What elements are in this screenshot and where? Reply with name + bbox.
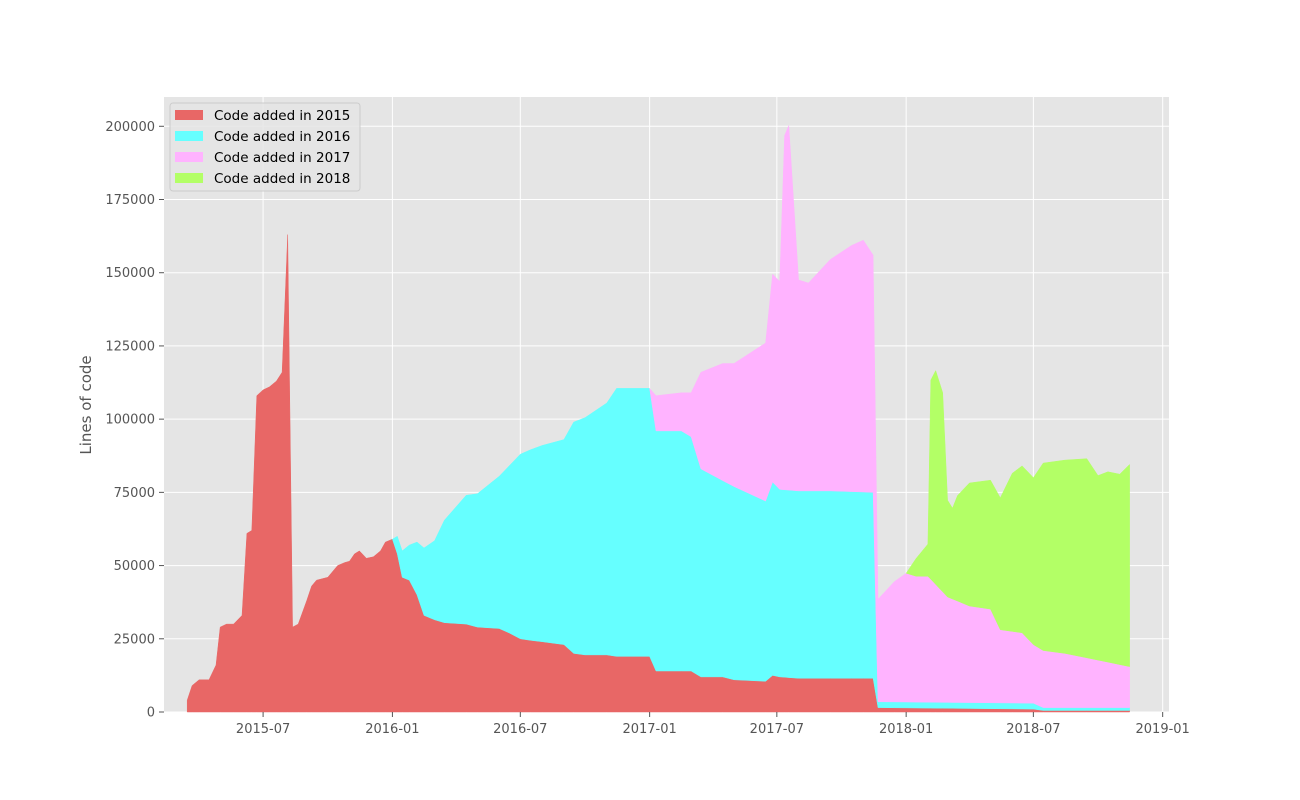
legend-label: Code added in 2017 xyxy=(214,150,350,166)
y-tick-label: 150000 xyxy=(105,266,155,281)
legend-label: Code added in 2015 xyxy=(214,108,350,124)
x-tick-label: 2017-07 xyxy=(750,722,804,737)
area-series-2018 xyxy=(905,369,1130,667)
legend: Code added in 2015 Code added in 2016 Code… xyxy=(169,102,361,192)
y-axis: 0 25000 50000 75000 100000 125000 150000 175000… xyxy=(105,120,164,721)
y-tick-label: 100000 xyxy=(105,413,155,428)
x-tick-label: 2017-01 xyxy=(622,722,676,737)
x-tick-label: 2018-01 xyxy=(879,722,933,737)
legend-swatch xyxy=(175,110,203,120)
y-tick-label: 0 xyxy=(147,706,155,721)
y-axis-title: Lines of code xyxy=(77,355,95,454)
x-tick-label: 2016-07 xyxy=(493,722,547,737)
legend-swatch xyxy=(175,173,203,183)
legend-swatch xyxy=(175,152,203,162)
legend-swatch xyxy=(175,131,203,141)
legend-label: Code added in 2018 xyxy=(214,171,350,187)
x-tick-label: 2016-01 xyxy=(365,722,419,737)
y-tick-label: 25000 xyxy=(114,632,155,647)
y-tick-label: 75000 xyxy=(114,486,155,501)
y-tick-label: 200000 xyxy=(105,120,155,135)
legend-box xyxy=(169,102,361,192)
area-series-2017 xyxy=(649,125,1130,708)
area-series-2015 xyxy=(186,234,1130,713)
x-tick-label: 2015-07 xyxy=(236,722,290,737)
y-tick-label: 125000 xyxy=(105,339,155,354)
legend-label: Code added in 2016 xyxy=(214,129,350,145)
x-tick-label: 2018-07 xyxy=(1006,722,1060,737)
y-tick-label: 175000 xyxy=(105,193,155,208)
area-series-group xyxy=(186,125,1130,713)
y-tick-label: 50000 xyxy=(114,559,155,574)
x-axis: 2015-07 2016-01 2016-07 2017-01 2017-07 2018-… xyxy=(236,712,1190,737)
x-tick-label: 2019-01 xyxy=(1136,722,1190,737)
